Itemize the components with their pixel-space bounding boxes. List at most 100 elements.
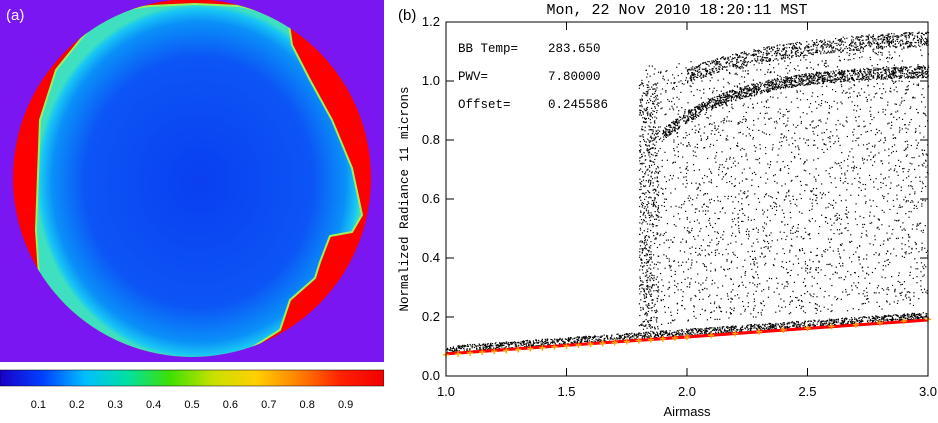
- observation-point: [828, 263, 830, 266]
- observation-point: [742, 266, 744, 268]
- observation-point: [690, 91, 692, 93]
- observation-point: [893, 89, 895, 91]
- observation-point: [845, 291, 847, 293]
- observation-point: [806, 159, 808, 161]
- observation-point: [714, 282, 716, 284]
- observation-point: [654, 328, 656, 330]
- observation-point: [701, 80, 703, 82]
- observation-point: [854, 218, 857, 220]
- observation-point: [655, 284, 657, 286]
- observation-point: [772, 144, 774, 146]
- observation-point: [789, 303, 791, 305]
- observation-point: [446, 349, 448, 351]
- observation-point: [703, 147, 705, 149]
- observation-point: [731, 308, 733, 310]
- observation-point: [707, 157, 709, 160]
- observation-point: [639, 151, 641, 153]
- observation-point: [650, 212, 652, 214]
- observation-point: [501, 344, 503, 346]
- observation-point: [755, 158, 757, 161]
- observation-point: [639, 111, 641, 114]
- observation-point: [808, 75, 810, 77]
- observation-point: [734, 207, 736, 210]
- observation-point: [708, 123, 711, 125]
- observation-point: [581, 336, 583, 338]
- observation-point: [634, 333, 636, 335]
- observation-point: [643, 288, 645, 290]
- observation-point: [646, 281, 648, 283]
- observation-point: [869, 320, 871, 322]
- observation-point: [911, 200, 913, 202]
- observation-point: [871, 271, 874, 274]
- observation-point: [870, 159, 872, 161]
- observation-point: [665, 330, 667, 332]
- observation-point: [838, 217, 840, 219]
- observation-point: [894, 137, 897, 139]
- observation-point: [902, 43, 904, 45]
- observation-point: [850, 44, 852, 46]
- observation-point: [450, 348, 452, 350]
- observation-point: [767, 163, 769, 165]
- observation-point: [857, 194, 860, 196]
- observation-point: [478, 344, 481, 346]
- observation-point: [695, 182, 697, 184]
- observation-point: [767, 328, 770, 330]
- observation-point: [646, 261, 649, 263]
- observation-point: [679, 218, 681, 220]
- observation-point: [864, 188, 866, 190]
- observation-point: [836, 163, 838, 165]
- observation-point: [729, 181, 731, 183]
- observation-point: [579, 342, 581, 344]
- observation-point: [744, 308, 746, 310]
- observation-point: [769, 58, 771, 60]
- observation-point: [753, 300, 755, 303]
- observation-point: [913, 292, 915, 294]
- observation-point: [909, 107, 911, 110]
- observation-point: [677, 330, 679, 332]
- observation-point: [698, 298, 701, 301]
- observation-point: [816, 202, 818, 205]
- observation-point: [765, 106, 768, 109]
- observation-point: [834, 162, 836, 164]
- observation-point: [652, 146, 654, 149]
- observation-point: [831, 284, 833, 287]
- observation-point: [828, 321, 830, 323]
- observation-point: [912, 96, 914, 99]
- observation-point: [918, 313, 921, 315]
- observation-point: [924, 106, 926, 108]
- observation-point: [822, 325, 824, 327]
- observation-point: [698, 210, 700, 212]
- observation-point: [830, 318, 832, 321]
- observation-point: [809, 268, 811, 270]
- observation-point: [920, 271, 922, 273]
- observation-point: [842, 320, 844, 322]
- observation-point: [907, 128, 909, 130]
- observation-point: [646, 148, 649, 150]
- observation-point: [751, 172, 754, 175]
- observation-point: [703, 182, 705, 184]
- observation-point: [732, 212, 734, 214]
- observation-point: [482, 346, 484, 348]
- observation-point: [687, 329, 689, 331]
- observation-point: [905, 147, 907, 149]
- observation-point: [847, 165, 849, 167]
- observation-point: [647, 332, 649, 334]
- observation-point: [658, 191, 660, 193]
- observation-point: [714, 127, 716, 129]
- observation-point: [725, 139, 727, 141]
- observation-point: [644, 206, 646, 208]
- observation-point: [832, 321, 835, 323]
- observation-point: [657, 291, 659, 293]
- observation-point: [809, 324, 812, 326]
- observation-point: [496, 344, 498, 346]
- observation-point: [837, 297, 839, 300]
- observation-point: [495, 347, 498, 349]
- observation-point: [527, 344, 530, 347]
- observation-point: [881, 276, 883, 278]
- observation-point: [818, 103, 820, 106]
- observation-point: [862, 226, 864, 228]
- observation-point: [642, 281, 644, 283]
- observation-point: [893, 205, 895, 207]
- observation-point: [716, 294, 718, 297]
- observation-point: [641, 232, 644, 234]
